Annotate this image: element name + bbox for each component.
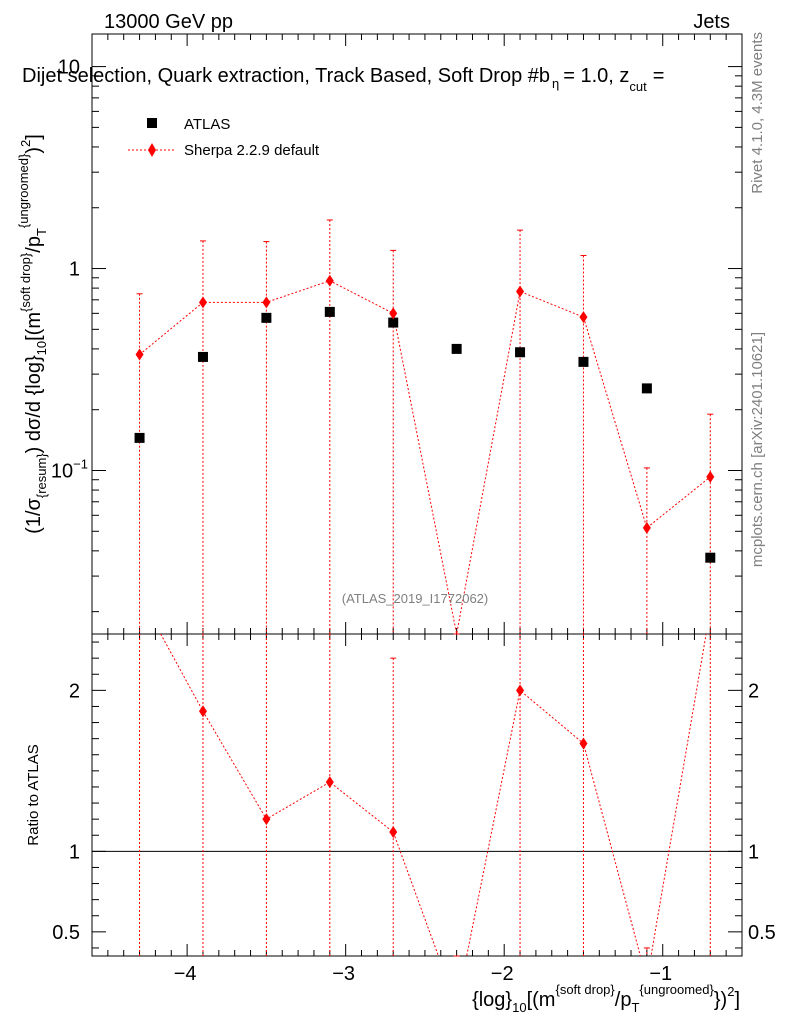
- sherpa-point: [642, 521, 651, 534]
- x-tick-label: −2: [491, 963, 514, 985]
- y-tick-labels-ratio: 0.5 0.5 1 1 2 2: [52, 680, 776, 944]
- atlas-point: [451, 343, 462, 354]
- ratio-point: [262, 813, 271, 826]
- selection-title: Dijet selection, Quark extraction, Track…: [22, 65, 664, 94]
- x-title-sup2: {ungroomed}: [639, 982, 714, 997]
- y-title-sub2: 10: [34, 341, 49, 355]
- y-tick-label-main: 10−1: [51, 456, 88, 482]
- mcplots-label: mcplots.cern.ch [arXiv:2401.10621]: [749, 332, 766, 567]
- sherpa-point: [325, 274, 334, 287]
- sherpa-point: [706, 470, 715, 483]
- y-tick-label-ratio-left: 0.5: [52, 922, 80, 944]
- y-tick-label-ratio-left: 1: [69, 841, 80, 863]
- atlas-point: [324, 306, 335, 317]
- sherpa-point: [389, 307, 398, 320]
- atlas-point: [197, 351, 208, 362]
- legend-atlas-marker: [147, 118, 157, 128]
- y-axis-title-main: (1/σ{resum}) dσ/d {log}10[(m{soft drop}/…: [16, 134, 49, 534]
- header-right: Jets: [693, 11, 730, 33]
- legend-atlas-label: ATLAS: [184, 116, 230, 133]
- y-tick-label-ratio-right: 1: [748, 841, 759, 863]
- y-tick-label-main: 10: [58, 57, 80, 79]
- sherpa-line-main: [139, 280, 711, 635]
- y-title-p5: ): [23, 147, 45, 154]
- selection-tail: = 1.0, z: [563, 65, 629, 87]
- atlas-point: [641, 383, 652, 394]
- x-title-sub1: 10: [512, 1000, 526, 1015]
- x-axis-title: {log}10[(m{soft drop}/pT{ungroomed}})2]: [472, 982, 740, 1015]
- y-title-p6: ]: [23, 134, 45, 140]
- atlas-point: [134, 432, 145, 443]
- x-tick-label: −3: [332, 963, 355, 985]
- rivet-label: Rivet 4.1.0, 4.3M events: [749, 32, 766, 194]
- selection-sub: cut: [629, 79, 647, 94]
- ratio-point: [579, 737, 588, 750]
- y-title-sup1: {soft drop}: [18, 252, 33, 312]
- y-title-p3: [(m: [23, 312, 45, 341]
- y-title-sup3: 2: [18, 140, 33, 147]
- y-title-p2: ) dσ/d {log}: [23, 355, 45, 453]
- selection-eq: =: [653, 65, 665, 87]
- x-title-sup3: 2: [727, 984, 734, 999]
- x-tick-label: −1: [649, 963, 672, 985]
- x-tick-labels: −4 −3 −2 −1: [174, 963, 672, 985]
- x-title-p1: {log}: [472, 989, 512, 1011]
- x-title-p4: }): [714, 989, 727, 1011]
- x-title-p5: ]: [734, 989, 740, 1011]
- x-title-p2: [(m: [527, 989, 556, 1011]
- sherpa-point: [135, 348, 144, 361]
- y-title-p4: /p: [23, 236, 45, 253]
- selection-text: Dijet selection, Quark extraction, Track…: [22, 65, 550, 87]
- ratio-point: [198, 705, 207, 718]
- x-title-sup1: {soft drop}: [555, 982, 615, 997]
- series-layer: [134, 219, 716, 957]
- y-axis-title-ratio: Ratio to ATLAS: [25, 744, 42, 845]
- selection-eta: η: [552, 76, 559, 91]
- y-tick-label-main: 1: [69, 259, 80, 281]
- legend-sherpa-marker: [148, 143, 156, 157]
- legend-sherpa-label: Sherpa 2.2.9 default: [184, 142, 320, 159]
- y-title-sub3: T: [34, 228, 49, 236]
- x-tick-label: −4: [174, 963, 197, 985]
- header-left: 13000 GeV pp: [104, 11, 233, 33]
- ratio-point: [389, 826, 398, 839]
- y-tick-labels-main: 10 1 10−1: [51, 57, 88, 483]
- analysis-watermark: (ATLAS_2019_I1772062): [342, 591, 488, 606]
- atlas-point: [261, 312, 272, 323]
- x-title-p3: /p: [615, 989, 632, 1011]
- ratio-point: [325, 776, 334, 789]
- atlas-point: [705, 552, 716, 563]
- axis-ticks: [91, 34, 743, 956]
- y-title-sub1: {resum}: [34, 453, 49, 498]
- sherpa-point: [262, 296, 271, 309]
- y-tick-label-ratio-right: 2: [748, 680, 759, 702]
- y-title-sup2: {ungroomed}: [16, 153, 31, 228]
- y-title-p1: (1/σ: [23, 497, 45, 533]
- atlas-point: [515, 347, 526, 358]
- sherpa-point: [198, 296, 207, 309]
- atlas-point: [578, 356, 589, 367]
- sherpa-point: [579, 311, 588, 324]
- ratio-point: [516, 684, 525, 697]
- atlas-point: [388, 317, 399, 328]
- sherpa-point: [516, 285, 525, 298]
- ratio-frame: [91, 633, 743, 957]
- y-tick-label-ratio-right: 0.5: [748, 922, 776, 944]
- sherpa-line-ratio: [160, 634, 707, 956]
- y-tick-label-ratio-left: 2: [69, 680, 80, 702]
- x-title-sub2: T: [631, 1000, 639, 1015]
